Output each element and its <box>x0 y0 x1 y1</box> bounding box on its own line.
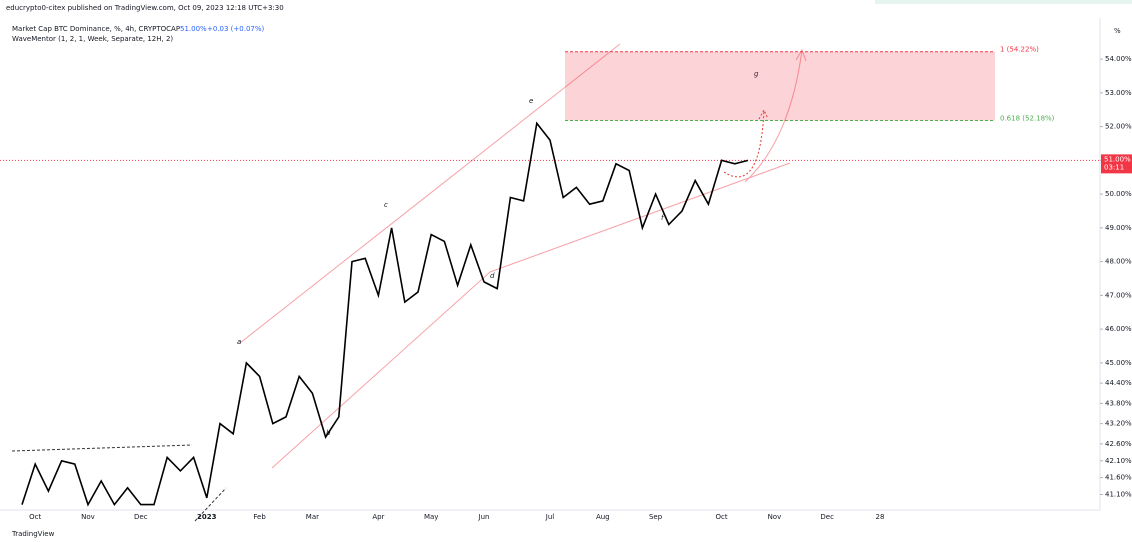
wave-label: d <box>490 272 495 280</box>
x-tick-label: Dec <box>820 513 834 521</box>
channel-line <box>239 43 621 344</box>
y-tick-label: 43.20% <box>1105 420 1132 428</box>
fib-label: 1 (54.22%) <box>1000 46 1039 54</box>
x-tick-label: Jun <box>478 513 490 521</box>
fib-zone <box>565 51 995 121</box>
y-tick-label: 41.10% <box>1105 491 1132 499</box>
y-tick-label: 45.00% <box>1105 359 1132 367</box>
x-tick-label: May <box>424 513 438 521</box>
header: educrypto0-citex published on TradingVie… <box>6 4 284 12</box>
wave-label: e <box>529 97 533 105</box>
x-tick-label: Apr <box>372 513 384 521</box>
y-tick-label: 52.00% <box>1105 123 1132 131</box>
y-tick-label: 47.00% <box>1105 291 1132 299</box>
top-bar <box>875 0 1132 4</box>
projection-arrow <box>744 49 803 183</box>
x-tick-label: 2023 <box>197 513 217 521</box>
x-tick-label: Mar <box>306 513 319 521</box>
legend-indicator: WaveMentor (1, 2, 1, Week, Separate, 12H… <box>12 35 173 43</box>
x-tick-label: Feb <box>253 513 266 521</box>
y-tick-label: 43.80% <box>1105 399 1132 407</box>
y-tick-label: 53.00% <box>1105 89 1132 97</box>
x-tick-label: Oct <box>29 513 41 521</box>
y-tick-label: 48.00% <box>1105 258 1132 266</box>
price-tag <box>1101 154 1132 174</box>
trend-dashed <box>194 487 227 522</box>
legend-last: 51.00% <box>180 25 207 33</box>
arrow-head <box>795 48 807 62</box>
wave-label: f <box>661 214 665 222</box>
x-tick-label: Oct <box>716 513 728 521</box>
fib-label: 0.618 (52.18%) <box>1000 115 1055 123</box>
x-tick-label: Dec <box>134 513 148 521</box>
x-tick-label: Nov <box>81 513 95 521</box>
y-tick-label: 44.40% <box>1105 379 1132 387</box>
footer: TradingView <box>11 530 55 538</box>
series-line <box>21 121 749 507</box>
price-tag-countdown: 03:11 <box>1104 163 1124 171</box>
y-tick-label: 49.00% <box>1105 224 1132 232</box>
wave-label: c <box>384 201 388 209</box>
y-tick-label: 50.00% <box>1105 190 1132 198</box>
axis-unit: % <box>1114 27 1121 35</box>
legend-change: +0.03 (+0.07%) <box>207 25 265 33</box>
price-tag-label: 51.00% <box>1104 155 1131 163</box>
wave-label: g <box>754 70 759 78</box>
wave-label: a <box>237 338 241 346</box>
y-tick-label: 42.10% <box>1105 457 1132 465</box>
y-tick-label: 42.60% <box>1105 440 1132 448</box>
legend-symbol: Market Cap BTC Dominance, %, 4h, CRYPTOC… <box>12 25 180 33</box>
trend-dashed <box>11 444 193 452</box>
y-tick-label: 41.60% <box>1105 474 1132 482</box>
x-tick-label: Aug <box>596 513 610 521</box>
arrow-head <box>758 108 769 120</box>
projection-arrow <box>723 109 765 178</box>
y-tick-label: 54.00% <box>1105 55 1132 63</box>
y-tick-label: 46.00% <box>1105 325 1132 333</box>
x-tick-label: 28 <box>876 513 885 521</box>
x-tick-label: Nov <box>768 513 782 521</box>
channel-line <box>271 271 491 469</box>
x-tick-label: Sep <box>649 513 663 521</box>
x-tick-label: Jul <box>545 513 555 521</box>
